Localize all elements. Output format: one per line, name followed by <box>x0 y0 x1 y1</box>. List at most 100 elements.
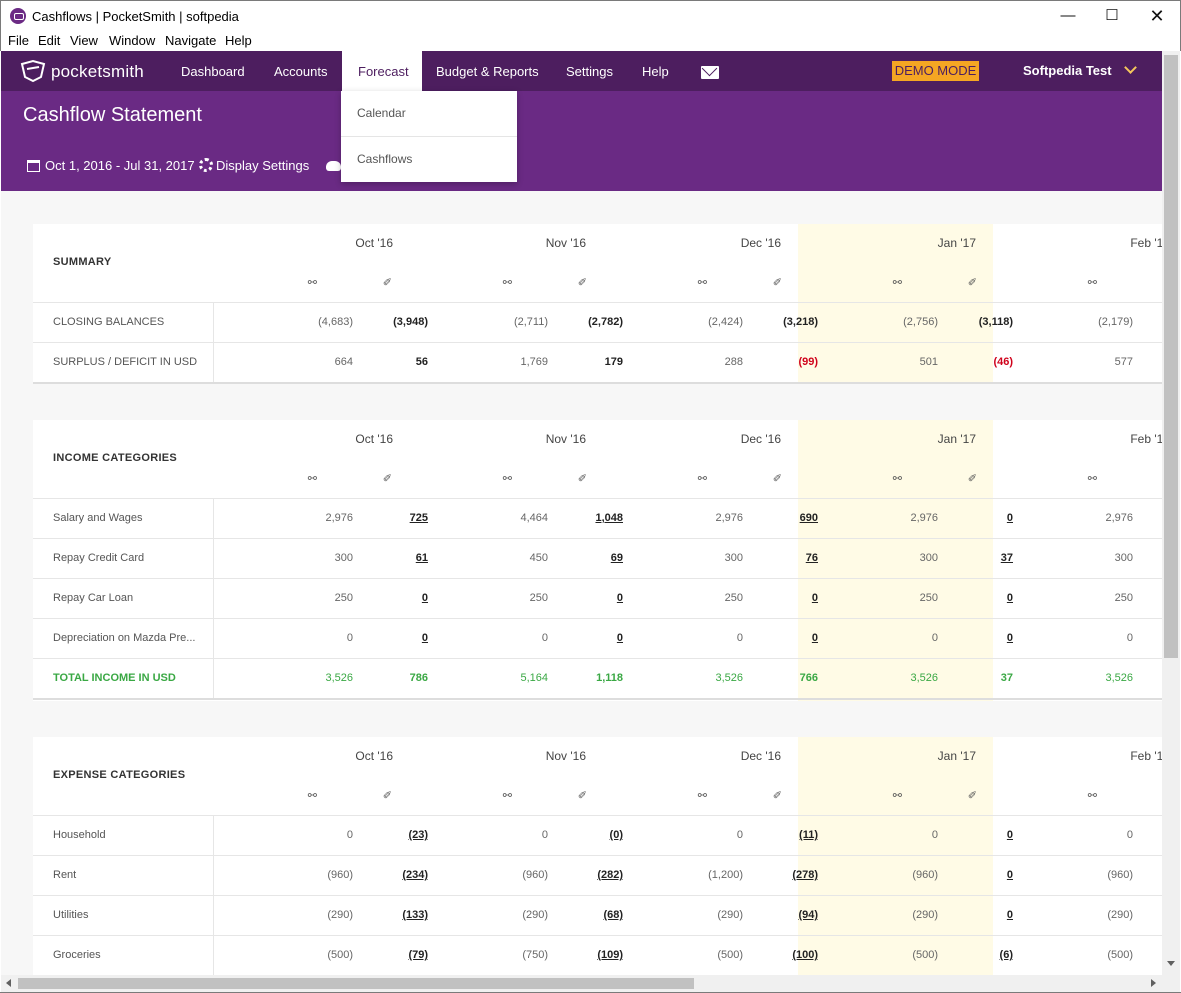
actual-value-cell[interactable]: (11) <box>799 829 818 841</box>
row-label[interactable]: Repay Car Loan <box>53 592 134 604</box>
actual-value-cell[interactable]: 0 <box>811 592 818 604</box>
nav-budget-reports[interactable]: Budget & Reports <box>436 64 539 79</box>
actual-value-cell[interactable]: 0 <box>616 592 623 604</box>
budget-view-icon[interactable]: ⚯ <box>502 790 512 802</box>
actual-edit-icon[interactable]: ✐ <box>967 790 977 802</box>
nav-forecast[interactable]: Forecast <box>342 51 422 91</box>
actual-value-cell[interactable]: 0 <box>1006 829 1013 841</box>
display-settings-button[interactable]: Display Settings <box>216 158 310 173</box>
actual-value-cell[interactable]: (6) <box>999 949 1013 961</box>
budget-view-icon[interactable]: ⚯ <box>307 277 317 289</box>
actual-edit-icon[interactable]: ✐ <box>577 790 587 802</box>
actual-value-cell[interactable]: 61 <box>415 552 428 564</box>
actual-edit-icon[interactable]: ✐ <box>382 473 392 485</box>
actual-value-cell[interactable]: 1,048 <box>595 512 623 524</box>
dropdown-calendar[interactable]: Calendar <box>357 106 406 120</box>
actual-value-cell[interactable]: 37 <box>1000 552 1013 564</box>
actual-edit-icon[interactable]: ✐ <box>577 473 587 485</box>
minimize-button[interactable]: — <box>1060 7 1076 24</box>
pocketsmith-logo-text[interactable]: pocketsmith <box>51 62 144 81</box>
nav-accounts[interactable]: Accounts <box>274 64 328 79</box>
actual-value-cell[interactable]: 76 <box>805 552 818 564</box>
budget-view-icon[interactable]: ⚯ <box>697 790 707 802</box>
actual-edit-icon[interactable]: ✐ <box>967 473 977 485</box>
budget-view-icon[interactable]: ⚯ <box>307 473 317 485</box>
nav-help[interactable]: Help <box>642 64 669 79</box>
close-button[interactable]: ✕ <box>1149 6 1165 26</box>
actual-value-cell[interactable]: (109) <box>597 949 623 961</box>
menu-help[interactable]: Help <box>225 33 252 48</box>
budget-view-icon[interactable]: ⚯ <box>892 277 902 289</box>
row-label[interactable]: Salary and Wages <box>53 512 143 524</box>
budget-view-icon[interactable]: ⚯ <box>697 277 707 289</box>
horizontal-scroll-thumb[interactable] <box>18 978 694 989</box>
actual-value-cell[interactable]: 0 <box>1006 512 1013 524</box>
actual-edit-icon[interactable]: ✐ <box>577 277 587 289</box>
menu-edit[interactable]: Edit <box>38 33 61 48</box>
budget-view-icon[interactable]: ⚯ <box>502 277 512 289</box>
actual-value-cell[interactable]: (282) <box>597 869 623 881</box>
actual-value-cell[interactable]: 0 <box>421 592 428 604</box>
actual-value-cell[interactable]: 69 <box>610 552 623 564</box>
menu-view[interactable]: View <box>70 33 98 48</box>
actual-value-cell[interactable]: (0) <box>609 829 623 841</box>
actual-edit-icon[interactable]: ✐ <box>967 277 977 289</box>
chevron-down-icon[interactable] <box>1124 61 1137 74</box>
budget-view-icon[interactable]: ⚯ <box>892 473 902 485</box>
row-label[interactable]: Repay Credit Card <box>53 552 145 564</box>
actual-value-cell[interactable]: (234) <box>402 869 428 881</box>
actual-value-cell[interactable]: 0 <box>811 632 818 644</box>
scroll-down-arrow[interactable] <box>1167 961 1175 966</box>
budget-view-icon[interactable]: ⚯ <box>892 790 902 802</box>
dropdown-cashflows[interactable]: Cashflows <box>357 152 413 166</box>
date-range-picker[interactable]: Oct 1, 2016 - Jul 31, 2017 <box>45 158 195 173</box>
user-name[interactable]: Softpedia Test <box>1023 63 1112 78</box>
maximize-button[interactable]: ☐ <box>1105 7 1119 24</box>
mail-icon[interactable] <box>701 66 719 79</box>
row-label[interactable]: Groceries <box>53 949 101 961</box>
budget-view-icon[interactable]: ⚯ <box>697 473 707 485</box>
actual-value-cell[interactable]: 0 <box>1006 632 1013 644</box>
vertical-scrollbar[interactable] <box>1162 51 1180 975</box>
budget-view-icon[interactable]: ⚯ <box>1087 277 1097 289</box>
actual-edit-icon[interactable]: ✐ <box>382 277 392 289</box>
row-label[interactable]: SURPLUS / DEFICIT IN USD <box>53 356 198 368</box>
actual-edit-icon[interactable]: ✐ <box>772 790 782 802</box>
actual-value-cell[interactable]: (68) <box>603 909 623 921</box>
budget-view-icon[interactable]: ⚯ <box>1087 473 1097 485</box>
pocketsmith-logo-icon[interactable] <box>19 59 47 83</box>
actual-value-cell[interactable]: (23) <box>408 829 428 841</box>
actual-edit-icon[interactable]: ✐ <box>772 277 782 289</box>
row-label[interactable]: CLOSING BALANCES <box>53 316 165 328</box>
scroll-left-arrow[interactable] <box>6 979 11 987</box>
actual-value-cell[interactable]: 0 <box>1006 592 1013 604</box>
nav-settings[interactable]: Settings <box>566 64 613 79</box>
actual-value-cell[interactable]: 0 <box>1006 869 1013 881</box>
actual-value-cell[interactable]: (133) <box>402 909 428 921</box>
actual-value-cell[interactable]: 0 <box>421 632 428 644</box>
row-label[interactable]: Utilities <box>53 909 89 921</box>
menu-window[interactable]: Window <box>109 33 156 48</box>
nav-dashboard[interactable]: Dashboard <box>181 64 245 79</box>
row-label[interactable]: Depreciation on Mazda Pre... <box>53 632 196 644</box>
actual-value-cell[interactable]: 0 <box>616 632 623 644</box>
actual-value-cell[interactable]: 0 <box>1006 909 1013 921</box>
budget-view-icon[interactable]: ⚯ <box>1087 790 1097 802</box>
row-label[interactable]: Rent <box>53 869 77 881</box>
actual-value-cell[interactable]: 690 <box>799 512 818 524</box>
menu-navigate[interactable]: Navigate <box>165 33 217 48</box>
actual-value-cell[interactable]: (94) <box>798 909 818 921</box>
actual-edit-icon[interactable]: ✐ <box>382 790 392 802</box>
budget-view-icon[interactable]: ⚯ <box>502 473 512 485</box>
actual-value-cell[interactable]: (79) <box>408 949 428 961</box>
scroll-right-arrow[interactable] <box>1151 979 1156 987</box>
budget-view-icon[interactable]: ⚯ <box>307 790 317 802</box>
actual-value-cell[interactable]: (100) <box>792 949 818 961</box>
actual-value-cell[interactable]: (278) <box>792 869 818 881</box>
cloud-download-icon[interactable] <box>326 161 341 171</box>
vertical-scroll-thumb[interactable] <box>1164 55 1178 658</box>
horizontal-scrollbar[interactable] <box>1 975 1162 992</box>
row-label[interactable]: Household <box>53 829 106 841</box>
menu-file[interactable]: File <box>8 33 29 48</box>
actual-value-cell[interactable]: 725 <box>409 512 428 524</box>
